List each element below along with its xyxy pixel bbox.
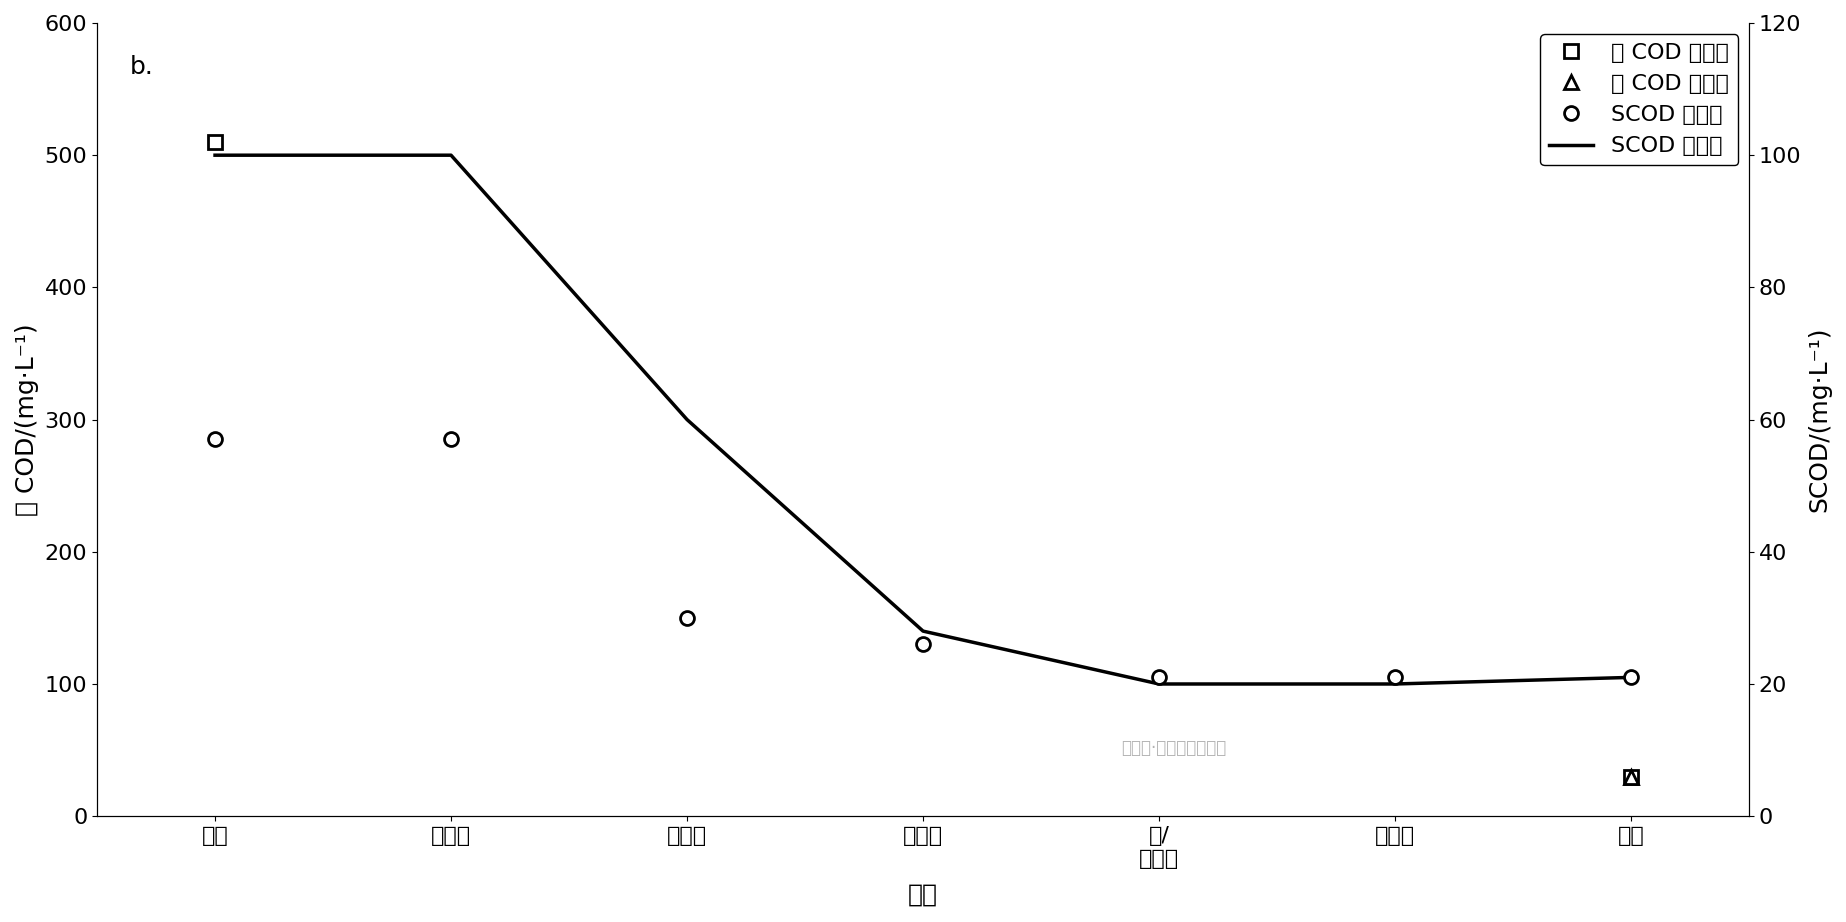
Y-axis label: SCOD/(mg·L⁻¹): SCOD/(mg·L⁻¹) [1807,326,1831,513]
Text: b.: b. [129,54,153,78]
Y-axis label: 总 COD/(mg·L⁻¹): 总 COD/(mg·L⁻¹) [15,324,39,516]
Text: 公众号·水业碳中和资讯: 公众号·水业碳中和资讯 [1121,739,1226,757]
X-axis label: 位置: 位置 [908,883,938,907]
Legend: 总 COD 实测值, 总 COD 模拟值, SCOD 实测值, SCOD 模拟值: 总 COD 实测值, 总 COD 模拟值, SCOD 实测值, SCOD 模拟值 [1540,34,1737,165]
